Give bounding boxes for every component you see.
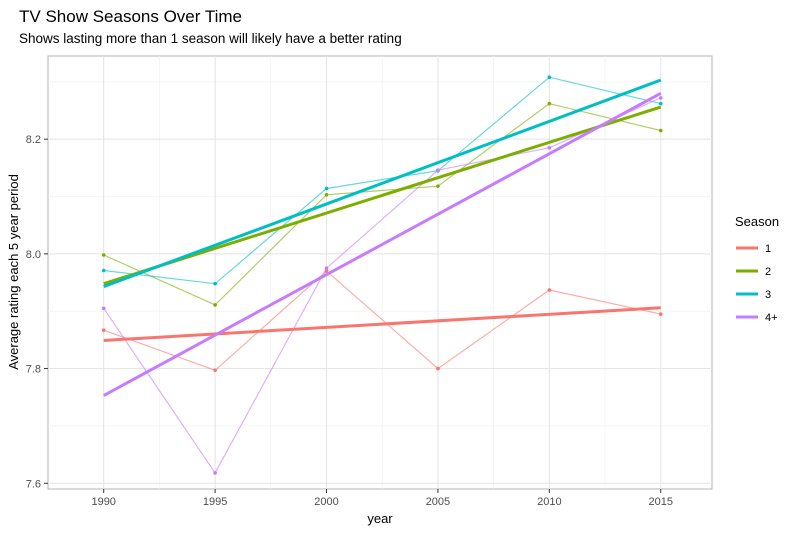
data-point-series-4+ [324,266,329,270]
data-point-series-2 [547,101,552,106]
data-point-series-1 [547,288,552,292]
data-point-series-4+ [101,306,106,311]
data-point-series-3 [213,281,217,286]
legend-label-1: 1 [765,243,771,255]
x-tick-label: 1995 [203,496,227,508]
legend-label-4+: 4+ [765,312,778,324]
data-point-series-4+ [658,96,663,100]
x-tick-label: 2005 [426,496,450,508]
data-point-series-2 [213,303,217,307]
data-point-series-3 [324,186,329,191]
trend-line-4+ [102,91,662,397]
y-tick-label: 8.0 [26,249,41,261]
chart-subtitle: Shows lasting more than 1 season will li… [19,31,402,46]
y-axis-label: Average rating each 5 year period [6,174,21,370]
x-tick-label: 2015 [649,496,673,508]
data-point-series-1 [658,312,663,316]
data-point-series-1 [324,269,329,273]
series-line-3 [103,76,661,285]
y-tick-label: 7.6 [26,478,41,490]
trend-line-2 [103,105,662,286]
data-point-series-2 [101,253,106,257]
x-tick-label: 2010 [537,496,561,508]
legend-title: Season [735,214,779,229]
legend-label-3: 3 [765,289,771,301]
data-point-series-1 [213,368,217,373]
series-line-2 [103,102,661,306]
series-line-4+ [103,97,661,475]
data-point-series-2 [436,184,440,188]
trend-lines [102,78,662,397]
y-tick-label: 7.8 [26,364,41,376]
data-points [101,75,663,475]
legend: Season 1 2 3 4+ [735,214,779,324]
axis-ticks: 1990 1995 2000 2005 2010 2015 7.6 7.8 8.0 8.2 [26,134,673,508]
data-point-series-3 [101,268,106,273]
x-tick-label: 2000 [314,496,338,508]
series-line-1 [103,270,661,371]
plot-panel [47,55,713,490]
data-point-series-1 [436,366,440,371]
trend-line-1 [103,306,661,342]
data-point-series-3 [658,101,663,106]
y-tick-label: 8.2 [26,134,41,146]
data-point-series-4+ [213,471,217,475]
data-point-series-1 [101,328,106,332]
x-axis-label: year [367,511,393,526]
trend-line-3 [103,78,662,288]
legend-label-2: 2 [765,266,771,278]
x-tick-label: 1990 [91,496,115,508]
data-point-series-2 [324,192,329,197]
data-point-series-4+ [547,145,552,150]
data-point-series-2 [658,128,663,133]
raw-series-lines [103,76,661,475]
data-point-series-3 [547,75,552,80]
chart-title: TV Show Seasons Over Time [19,7,242,26]
data-point-series-4+ [436,168,440,172]
